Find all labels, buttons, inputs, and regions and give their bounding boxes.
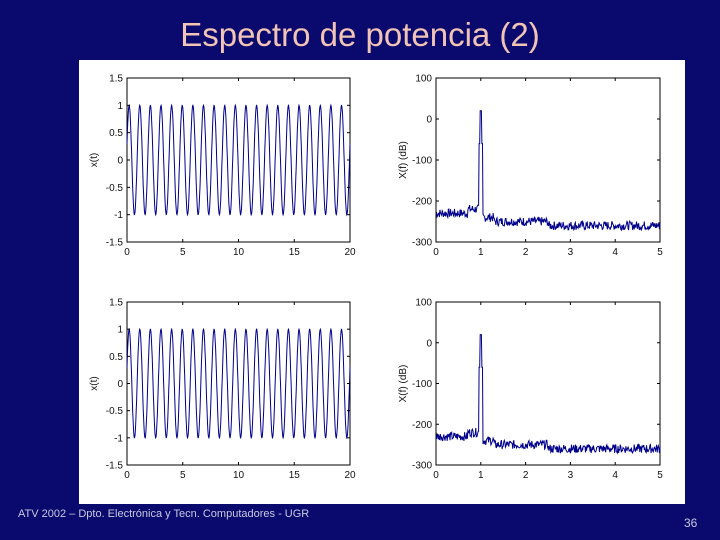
x-tick-label: 0 <box>433 247 439 258</box>
y-axis-label: X(f) (dB) <box>398 141 409 179</box>
y-tick-label: 1 <box>117 101 123 112</box>
y-tick-label: 0.5 <box>109 128 123 139</box>
axes-panel-3: 0 5 10 15 20 1.5 1 0.5 0 -0.5 -1 -1.5 x(t) <box>89 298 356 482</box>
y-tick-label: 1.5 <box>109 298 123 309</box>
y-tick-label: -300 <box>412 238 432 249</box>
series-line <box>126 103 351 217</box>
figure-canvas: 0 5 10 15 201.510.50-0.5-1-1.5x(t)0 1 2 3 4 51000… <box>89 74 663 482</box>
x-tick-label: 2 <box>523 470 529 481</box>
axes-box <box>435 301 661 466</box>
y-tick-label: -200 <box>412 420 432 431</box>
x-tick-label: 0 <box>433 470 439 481</box>
y-tick-label: -1 <box>114 210 123 221</box>
x-tick-label: 10 <box>233 470 245 481</box>
x-tick-label: 1 <box>478 470 484 481</box>
axes-box <box>435 77 661 243</box>
y-tick-label: -1.5 <box>106 238 124 249</box>
x-tick-label: 3 <box>568 247 574 258</box>
x-tick-label: 5 <box>657 470 663 481</box>
x-tick-label: 1 <box>478 247 484 258</box>
x-tick-label: 5 <box>180 247 186 258</box>
x-tick-label: 20 <box>344 247 356 258</box>
series-line <box>435 110 661 232</box>
y-axis-label: x(t) <box>89 376 100 390</box>
y-tick-label: -200 <box>412 197 432 208</box>
x-tick-label: 10 <box>233 247 245 258</box>
x-tick-label: 2 <box>523 247 529 258</box>
y-tick-label: -0.5 <box>106 183 124 194</box>
x-tick-label: 15 <box>289 247 301 258</box>
y-tick-label: 0 <box>426 338 432 349</box>
y-tick-label: -300 <box>412 461 432 472</box>
axes-panel-4: 0 1 2 3 4 5 100 0 -100 -200 -300 X(f) (dB) <box>398 298 663 482</box>
x-tick-label: 15 <box>289 470 301 481</box>
y-tick-label: -100 <box>412 379 432 390</box>
y-tick-label: 0 <box>426 115 432 126</box>
page-number: 36 <box>684 516 698 530</box>
y-tick-label: 0.5 <box>109 352 123 363</box>
axes-panel-2: 0 1 2 3 4 5 100 0 -100 -200 -300 X(f) (dB) <box>398 74 663 259</box>
matlab-figure: 0 5 10 15 20 1.5 1 0.5 0 -0.5 -1 -1.5 x(t) 0 1 2 3 4 5 100 0… <box>79 60 685 504</box>
y-tick-label: 1.5 <box>109 74 123 85</box>
series-line <box>126 327 351 440</box>
y-tick-label: -1.5 <box>106 461 124 472</box>
x-tick-label: 5 <box>180 470 186 481</box>
x-tick-label: 20 <box>344 470 356 481</box>
x-tick-label: 4 <box>612 247 618 258</box>
y-tick-label: -0.5 <box>106 406 124 417</box>
y-tick-label: 100 <box>415 74 432 85</box>
y-axis-label: x(t) <box>89 153 100 167</box>
x-tick-label: 5 <box>657 247 663 258</box>
series-line <box>435 334 661 455</box>
x-tick-label: 3 <box>568 470 574 481</box>
x-tick-label: 4 <box>612 470 618 481</box>
x-tick-label: 0 <box>124 247 130 258</box>
y-tick-label: -1 <box>114 433 123 444</box>
y-axis-label: X(f) (dB) <box>398 365 409 403</box>
y-tick-label: -100 <box>412 156 432 167</box>
slide-title: Espectro de potencia (2) <box>180 16 540 53</box>
x-tick-label: 0 <box>124 470 130 481</box>
y-tick-label: 100 <box>415 298 432 309</box>
y-tick-label: 0 <box>117 379 123 390</box>
footer-text: ATV 2002 – Dpto. Electrónica y Tecn. Com… <box>18 508 310 520</box>
y-tick-label: 1 <box>117 325 123 336</box>
axes-panel-1: 0 5 10 15 20 1.5 1 0.5 0 -0.5 -1 -1.5 x(t) <box>89 74 356 259</box>
y-tick-label: 0 <box>117 156 123 167</box>
